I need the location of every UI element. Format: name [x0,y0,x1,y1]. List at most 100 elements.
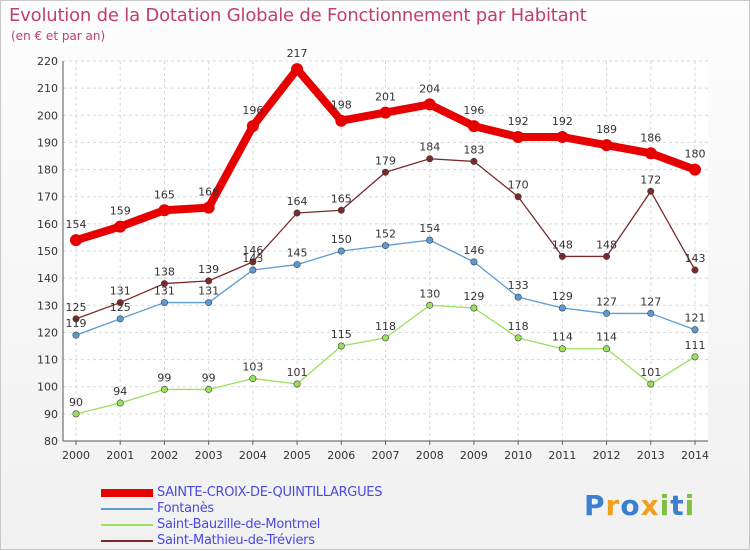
plot-area [63,61,708,441]
data-label: 183 [463,143,484,156]
data-label: 166 [198,186,219,199]
data-label: 125 [110,301,131,314]
data-point [337,206,345,214]
chart-title: Evolution de la Dotation Globale de Fonc… [9,5,587,26]
data-label: 184 [419,141,440,154]
data-label: 148 [552,238,573,251]
y-tick-label: 190 [37,136,58,149]
data-point [116,315,124,323]
data-point [426,155,434,163]
data-point [114,220,127,233]
data-point [293,380,301,388]
legend-label: Fontanès [157,501,214,516]
data-label: 179 [375,154,396,167]
y-tick-label: 140 [37,272,58,285]
legend-label: Saint-Mathieu-de-Tréviers [157,533,315,548]
y-tick-label: 220 [37,55,58,68]
y-tick-label: 130 [37,299,58,312]
data-point [202,201,215,214]
data-point [691,266,699,274]
data-label: 99 [202,371,216,384]
y-tick-label: 200 [37,109,58,122]
data-point [647,309,655,317]
y-tick-label: 180 [37,164,58,177]
x-tick-label: 2006 [327,449,355,462]
data-point [470,304,478,312]
data-label: 146 [463,244,484,257]
data-label: 154 [419,222,440,235]
x-tick-label: 2005 [283,449,311,462]
x-tick-label: 2010 [504,449,532,462]
data-point [293,209,301,217]
data-label: 152 [375,228,396,241]
data-point [249,266,257,274]
data-point [603,309,611,317]
data-point [337,342,345,350]
data-point [293,261,301,269]
y-tick-label: 100 [37,381,58,394]
data-label: 101 [287,366,308,379]
data-label: 125 [66,301,87,314]
data-point [514,193,522,201]
data-point [691,326,699,334]
data-label: 127 [640,295,661,308]
data-point [381,242,389,250]
data-point [160,299,168,307]
data-label: 165 [331,192,352,205]
data-label: 159 [110,205,131,218]
legend-label: Saint-Bauzille-de-Montmel [157,517,321,532]
data-label: 121 [685,312,706,325]
x-tick-label: 2014 [681,449,709,462]
data-label: 133 [508,279,529,292]
logo-letter: i [659,489,671,522]
data-point [160,385,168,393]
data-label: 115 [331,328,352,341]
data-label: 130 [419,287,440,300]
data-point [558,304,566,312]
data-label: 204 [419,82,440,95]
data-label: 143 [685,252,706,265]
data-label: 103 [242,361,263,374]
x-tick-label: 2009 [460,449,488,462]
y-tick-label: 150 [37,245,58,258]
data-label: 138 [154,266,175,279]
logo-letter: t [670,489,685,522]
data-point [470,157,478,165]
data-label: 143 [242,252,263,265]
data-point [72,315,80,323]
x-tick-label: 2007 [372,449,400,462]
y-tick-label: 120 [37,326,58,339]
data-point [70,234,82,247]
legend-swatch [101,489,153,497]
data-point [644,147,657,160]
data-point [647,380,655,388]
data-point [205,299,213,307]
data-point [603,252,611,260]
x-tick-label: 2003 [195,449,223,462]
x-tick-label: 2004 [239,449,267,462]
x-tick-label: 2012 [593,449,621,462]
data-point [381,334,389,342]
data-label: 196 [242,104,263,117]
data-point [514,293,522,301]
logo-letter: P [584,489,606,522]
data-point [423,98,436,111]
data-label: 150 [331,233,352,246]
y-tick-label: 90 [44,408,58,421]
data-label: 94 [113,385,127,398]
data-label: 192 [552,115,573,128]
x-tick-label: 2013 [637,449,665,462]
data-point [467,120,480,133]
data-point [426,301,434,309]
data-label: 129 [552,290,573,303]
data-label: 192 [508,115,529,128]
data-label: 101 [640,366,661,379]
x-tick-label: 2002 [150,449,178,462]
data-label: 111 [685,339,706,352]
x-tick-label: 2011 [548,449,576,462]
y-tick-label: 210 [37,82,58,95]
data-point [691,353,699,361]
data-label: 164 [287,195,308,208]
